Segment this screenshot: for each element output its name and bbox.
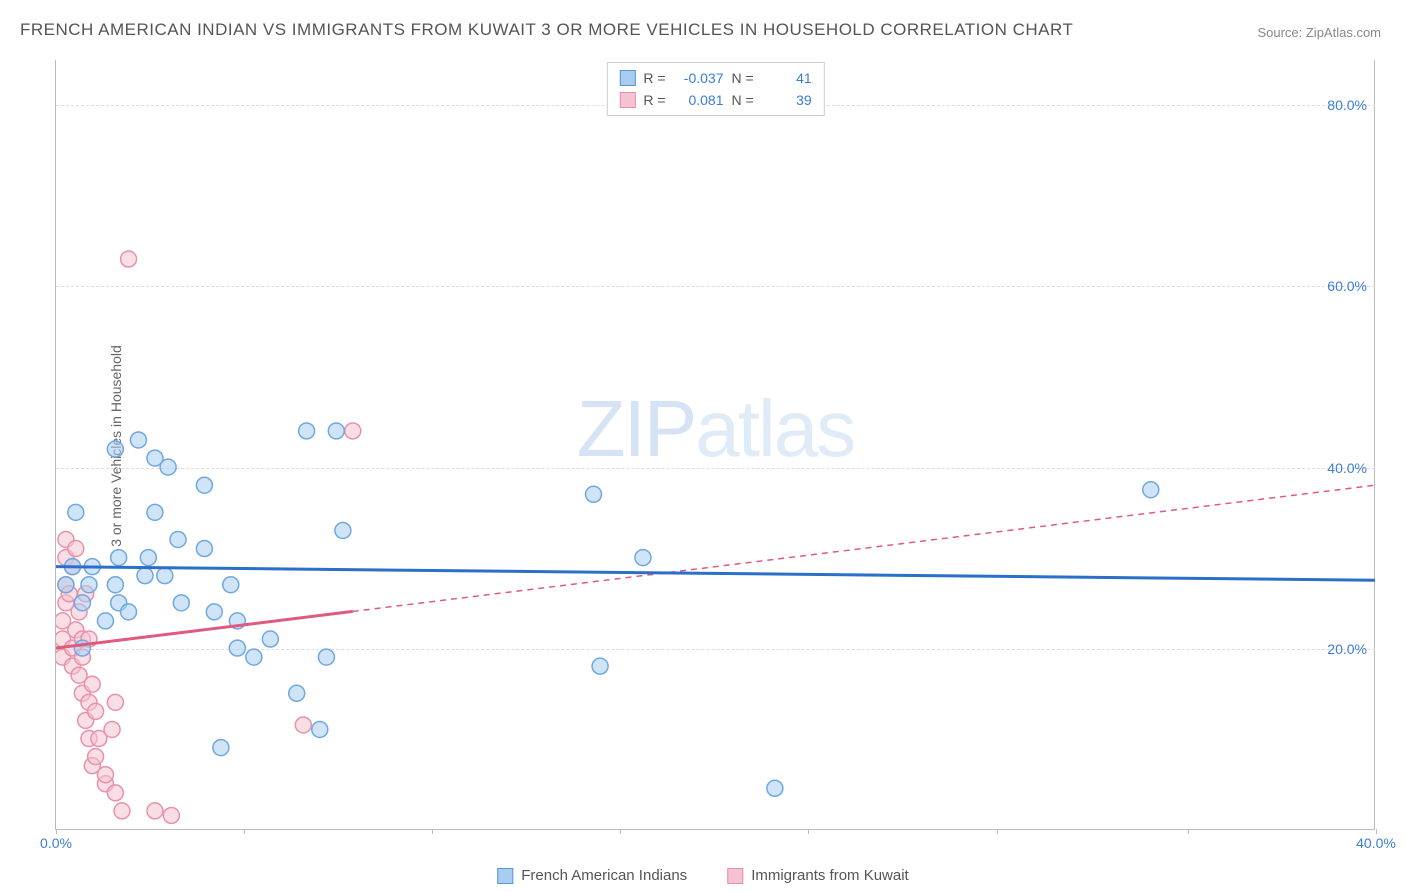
scatter-point	[121, 251, 137, 267]
x-tick-mark	[997, 829, 998, 834]
scatter-point	[345, 423, 361, 439]
scatter-point	[107, 785, 123, 801]
r-label-2: R =	[643, 89, 665, 111]
scatter-point	[206, 604, 222, 620]
scatter-point	[74, 640, 90, 656]
scatter-point	[107, 694, 123, 710]
scatter-point	[130, 432, 146, 448]
bottom-legend: French American Indians Immigrants from …	[497, 867, 908, 884]
scatter-point	[88, 703, 104, 719]
scatter-point	[299, 423, 315, 439]
scatter-point	[592, 658, 608, 674]
scatter-point	[318, 649, 334, 665]
n-label-2: N =	[732, 89, 754, 111]
scatter-point	[328, 423, 344, 439]
scatter-point	[173, 595, 189, 611]
scatter-point	[68, 504, 84, 520]
scatter-point	[223, 577, 239, 593]
scatter-point	[312, 721, 328, 737]
scatter-point	[107, 577, 123, 593]
legend-swatch-series1	[497, 868, 513, 884]
scatter-point	[147, 504, 163, 520]
scatter-point	[137, 568, 153, 584]
x-tick-mark	[808, 829, 809, 834]
scatter-point	[262, 631, 278, 647]
x-tick-label: 40.0%	[1356, 835, 1396, 851]
scatter-point	[196, 541, 212, 557]
chart-title: FRENCH AMERICAN INDIAN VS IMMIGRANTS FRO…	[20, 20, 1073, 40]
swatch-series1	[619, 70, 635, 86]
r-value-series1: -0.037	[674, 67, 724, 89]
scatter-point	[163, 807, 179, 823]
x-tick-mark	[620, 829, 621, 834]
trend-line-dashed	[353, 485, 1375, 611]
scatter-point	[289, 685, 305, 701]
scatter-point	[229, 640, 245, 656]
x-tick-mark	[1188, 829, 1189, 834]
scatter-point	[635, 550, 651, 566]
scatter-point	[140, 550, 156, 566]
stats-row-series1: R = -0.037 N = 41	[619, 67, 811, 89]
correlation-stats-box: R = -0.037 N = 41 R = 0.081 N = 39	[606, 62, 824, 116]
scatter-point	[107, 441, 123, 457]
legend-swatch-series2	[727, 868, 743, 884]
scatter-point	[74, 595, 90, 611]
x-tick-mark	[1376, 829, 1377, 834]
scatter-point	[585, 486, 601, 502]
scatter-plot-svg	[56, 60, 1375, 829]
n-label: N =	[732, 67, 754, 89]
source-credit: Source: ZipAtlas.com	[1257, 25, 1381, 40]
scatter-point	[295, 717, 311, 733]
scatter-point	[157, 568, 173, 584]
scatter-point	[97, 613, 113, 629]
legend-item-series2: Immigrants from Kuwait	[727, 867, 909, 884]
scatter-point	[84, 676, 100, 692]
scatter-point	[114, 803, 130, 819]
scatter-point	[97, 767, 113, 783]
scatter-point	[160, 459, 176, 475]
scatter-point	[335, 522, 351, 538]
swatch-series2	[619, 92, 635, 108]
r-value-series2: 0.081	[674, 89, 724, 111]
x-tick-mark	[432, 829, 433, 834]
scatter-point	[767, 780, 783, 796]
x-tick-mark	[244, 829, 245, 834]
scatter-point	[81, 577, 97, 593]
legend-label-series1: French American Indians	[521, 867, 687, 884]
n-value-series1: 41	[762, 67, 812, 89]
legend-item-series1: French American Indians	[497, 867, 687, 884]
scatter-point	[121, 604, 137, 620]
r-label: R =	[643, 67, 665, 89]
stats-row-series2: R = 0.081 N = 39	[619, 89, 811, 111]
x-tick-mark	[56, 829, 57, 834]
scatter-point	[1143, 482, 1159, 498]
x-tick-label: 0.0%	[40, 835, 72, 851]
scatter-point	[104, 721, 120, 737]
n-value-series2: 39	[762, 89, 812, 111]
scatter-point	[68, 541, 84, 557]
scatter-point	[213, 740, 229, 756]
legend-label-series2: Immigrants from Kuwait	[751, 867, 909, 884]
scatter-point	[111, 550, 127, 566]
scatter-point	[170, 532, 186, 548]
scatter-point	[58, 577, 74, 593]
scatter-point	[196, 477, 212, 493]
scatter-point	[246, 649, 262, 665]
scatter-point	[147, 803, 163, 819]
scatter-point	[88, 749, 104, 765]
trend-line-solid	[56, 567, 1375, 581]
chart-plot-area: ZIPatlas 20.0%40.0%60.0%80.0% 0.0%40.0% …	[55, 60, 1375, 830]
